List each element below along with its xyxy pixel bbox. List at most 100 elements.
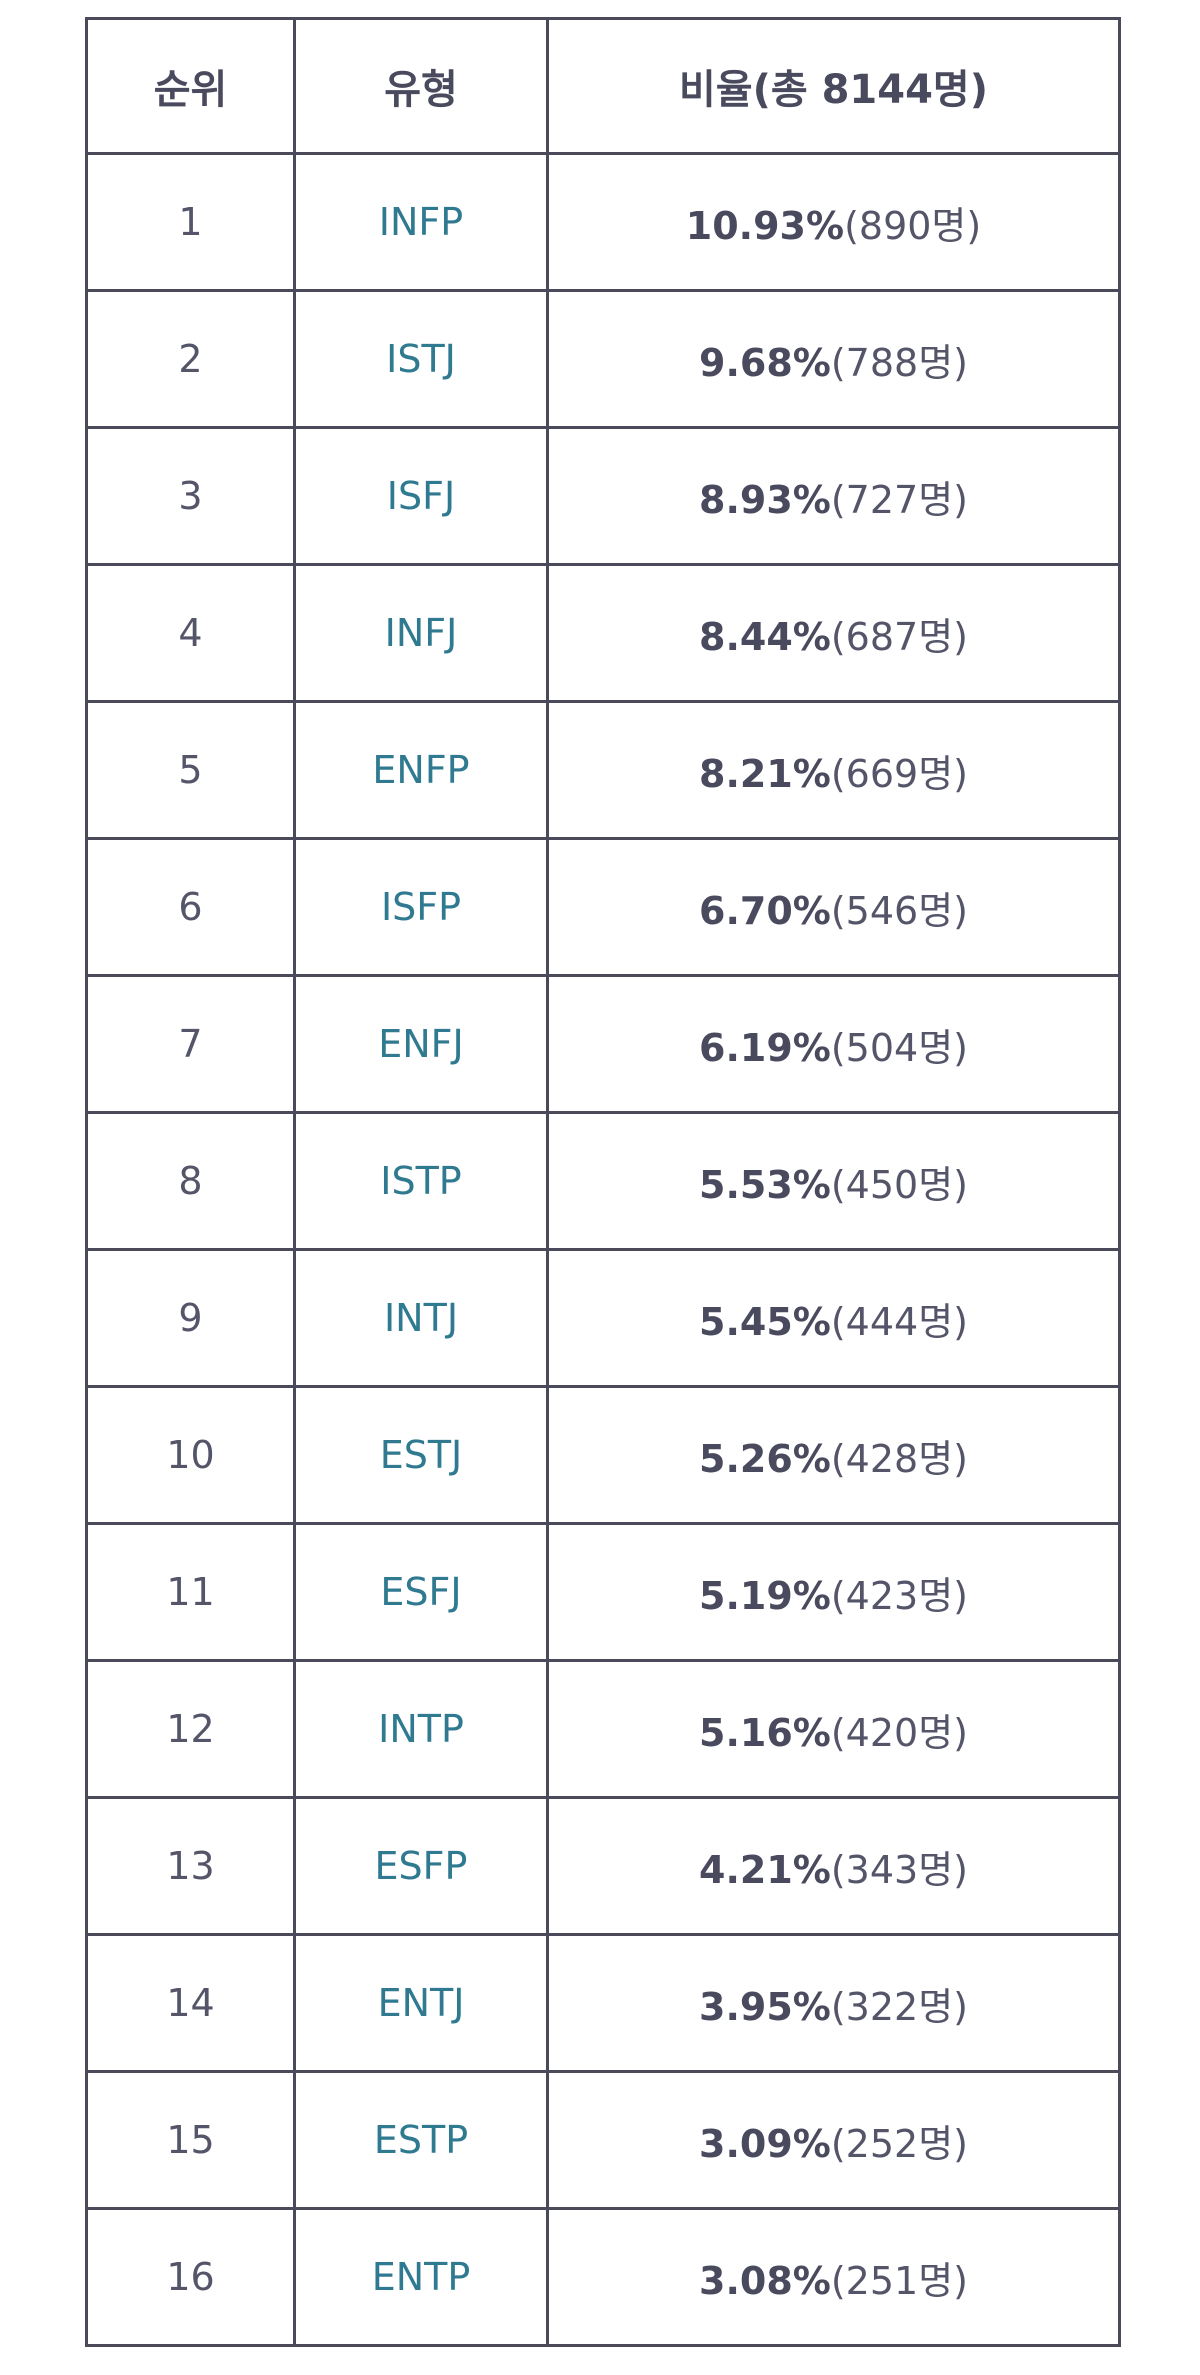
ratio-percent: 5.19% [699,1573,831,1618]
ratio-percent: 4.21% [699,1847,831,1892]
type-cell: INTP [293,1659,549,1799]
ratio-count: (450명) [830,1162,968,1207]
ratio-cell: 8.21%(669명) [546,700,1121,840]
table-row: 15 ESTP 3.09%(252명) [85,2070,1121,2210]
ratio-percent: 8.93% [699,477,831,522]
type-cell: ISFJ [293,426,549,566]
rank-cell: 10 [85,1385,296,1525]
ratio-cell: 5.19%(423명) [546,1522,1121,1662]
ratio-count: (788명) [830,340,968,385]
rank-cell: 4 [85,563,296,703]
ratio-cell: 10.93%(890명) [546,152,1121,292]
ratio-percent: 6.19% [699,1025,831,1070]
ratio-count: (727명) [830,477,968,522]
table-row: 11 ESFJ 5.19%(423명) [85,1522,1121,1662]
table-row: 2 ISTJ 9.68%(788명) [85,289,1121,429]
ratio-percent: 5.53% [699,1162,831,1207]
ratio-percent: 9.68% [699,340,831,385]
ratio-count: (251명) [830,2258,968,2303]
type-cell: ENTP [293,2207,549,2347]
ratio-count: (428명) [830,1436,968,1481]
type-cell: ISTP [293,1111,549,1251]
rank-cell: 8 [85,1111,296,1251]
type-cell: ISTJ [293,289,549,429]
ratio-count: (343명) [830,1847,968,1892]
type-cell: ESTJ [293,1385,549,1525]
type-cell: INTJ [293,1248,549,1388]
ratio-cell: 6.19%(504명) [546,974,1121,1114]
ratio-count: (420명) [830,1710,968,1755]
rank-cell: 7 [85,974,296,1114]
table-row: 6 ISFP 6.70%(546명) [85,837,1121,977]
table-row: 12 INTP 5.16%(420명) [85,1659,1121,1799]
type-cell: ENFJ [293,974,549,1114]
ratio-percent: 10.93% [685,203,845,248]
header-type: 유형 [293,17,549,155]
rank-cell: 14 [85,1933,296,2073]
table-row: 7 ENFJ 6.19%(504명) [85,974,1121,1114]
type-cell: ENFP [293,700,549,840]
table-row: 1 INFP 10.93%(890명) [85,152,1121,292]
ratio-cell: 6.70%(546명) [546,837,1121,977]
ratio-count: (504명) [830,1025,968,1070]
ratio-percent: 5.45% [699,1299,831,1344]
table-row: 8 ISTP 5.53%(450명) [85,1111,1121,1251]
ratio-cell: 5.53%(450명) [546,1111,1121,1251]
table-row: 13 ESFP 4.21%(343명) [85,1796,1121,1936]
ratio-count: (687명) [830,614,968,659]
type-cell: ESFP [293,1796,549,1936]
rank-cell: 6 [85,837,296,977]
rank-cell: 15 [85,2070,296,2210]
table-row: 10 ESTJ 5.26%(428명) [85,1385,1121,1525]
ratio-count: (322명) [830,1984,968,2029]
type-cell: INFP [293,152,549,292]
table-row: 5 ENFP 8.21%(669명) [85,700,1121,840]
ratio-percent: 3.09% [699,2121,831,2166]
rank-cell: 5 [85,700,296,840]
ratio-percent: 8.44% [699,614,831,659]
type-cell: ISFP [293,837,549,977]
rank-cell: 3 [85,426,296,566]
mbti-ranking-table: 순위 유형 비율(총 8144명) 1 INFP 10.93%(890명) 2 ISTJ… [85,17,1121,2347]
ratio-percent: 3.95% [699,1984,831,2029]
ratio-count: (423명) [830,1573,968,1618]
type-cell: INFJ [293,563,549,703]
ratio-cell: 3.95%(322명) [546,1933,1121,2073]
ratio-count: (890명) [844,203,982,248]
ratio-cell: 5.26%(428명) [546,1385,1121,1525]
ratio-count: (252명) [830,2121,968,2166]
rank-cell: 9 [85,1248,296,1388]
ratio-cell: 8.44%(687명) [546,563,1121,703]
ratio-cell: 3.08%(251명) [546,2207,1121,2347]
ratio-cell: 4.21%(343명) [546,1796,1121,1936]
rank-cell: 2 [85,289,296,429]
table-header-row: 순위 유형 비율(총 8144명) [85,17,1121,155]
table-row: 9 INTJ 5.45%(444명) [85,1248,1121,1388]
rank-cell: 12 [85,1659,296,1799]
ratio-percent: 6.70% [699,888,831,933]
rank-cell: 13 [85,1796,296,1936]
ratio-count: (546명) [830,888,968,933]
ratio-percent: 5.26% [699,1436,831,1481]
ratio-cell: 5.45%(444명) [546,1248,1121,1388]
rank-cell: 16 [85,2207,296,2347]
table-row: 16 ENTP 3.08%(251명) [85,2207,1121,2347]
ratio-cell: 5.16%(420명) [546,1659,1121,1799]
header-rank: 순위 [85,17,296,155]
ratio-cell: 9.68%(788명) [546,289,1121,429]
ratio-percent: 8.21% [699,751,831,796]
ratio-percent: 5.16% [699,1710,831,1755]
table-row: 4 INFJ 8.44%(687명) [85,563,1121,703]
ratio-count: (444명) [830,1299,968,1344]
ratio-percent: 3.08% [699,2258,831,2303]
table-row: 14 ENTJ 3.95%(322명) [85,1933,1121,2073]
type-cell: ENTJ [293,1933,549,2073]
rank-cell: 11 [85,1522,296,1662]
header-ratio: 비율(총 8144명) [546,17,1121,155]
rank-cell: 1 [85,152,296,292]
ratio-cell: 3.09%(252명) [546,2070,1121,2210]
type-cell: ESFJ [293,1522,549,1662]
type-cell: ESTP [293,2070,549,2210]
ratio-count: (669명) [830,751,968,796]
ratio-cell: 8.93%(727명) [546,426,1121,566]
